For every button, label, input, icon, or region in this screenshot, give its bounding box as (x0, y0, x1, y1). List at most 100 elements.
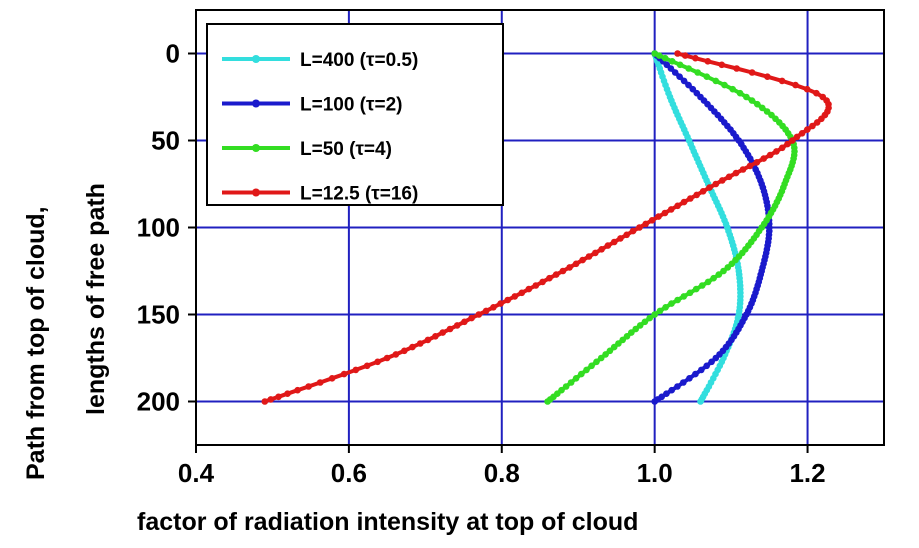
y-axis-title-line2: lengths of free path (82, 183, 110, 415)
data-point (759, 104, 766, 112)
data-point (792, 81, 799, 89)
data-point (651, 311, 658, 318)
data-point (363, 362, 371, 370)
data-point (764, 73, 771, 80)
data-point (704, 278, 712, 286)
data-point (680, 77, 688, 85)
series-4 (261, 50, 832, 405)
data-point (706, 184, 713, 191)
data-point (598, 246, 605, 253)
data-point (784, 140, 791, 148)
data-point (294, 386, 301, 394)
data-point (708, 358, 715, 366)
data-point (719, 177, 726, 184)
data-point (703, 73, 711, 80)
data-point (446, 325, 454, 333)
legend: L=400 (τ=0.5) L=100 (τ=2) L=50 (τ=4) L=12.5… (206, 23, 504, 206)
data-point (439, 329, 447, 336)
data-point (511, 293, 519, 300)
data-point (461, 318, 468, 326)
y-axis-title-line1: Path from top of cloud, (22, 206, 50, 480)
data-point (674, 383, 681, 390)
data-point (623, 231, 630, 239)
x-axis-title: factor of radiation intensity at top of … (137, 508, 638, 536)
data-point (567, 379, 575, 386)
x-tick-labels: 0.4 0.6 0.8 1.0 1.2 (178, 445, 826, 488)
data-point (674, 202, 681, 210)
data-point (668, 300, 675, 307)
data-point (604, 242, 612, 249)
data-point (651, 398, 658, 405)
data-point (284, 390, 291, 398)
data-point (617, 235, 624, 242)
data-point (497, 300, 504, 307)
data-point (710, 274, 717, 282)
data-point (676, 61, 684, 69)
data-point (712, 77, 720, 85)
data-point (504, 296, 512, 304)
x-tick-label: 1.2 (789, 458, 825, 488)
data-point (572, 260, 580, 268)
data-point (687, 195, 694, 202)
data-point (525, 285, 533, 293)
data-point (803, 85, 811, 93)
data-point (628, 329, 635, 336)
y-tick-labels: 0 50 100 150 200 (137, 39, 196, 417)
data-point (401, 347, 408, 355)
data-point (374, 358, 381, 366)
data-point (328, 375, 336, 382)
data-point (746, 162, 754, 170)
data-point (583, 366, 590, 374)
data-point (668, 386, 675, 394)
data-point (261, 398, 269, 405)
data-point (316, 379, 324, 386)
data-point (572, 375, 580, 382)
data-point (482, 307, 490, 315)
data-point (544, 398, 551, 405)
data-point (588, 362, 595, 370)
data-point (552, 271, 560, 278)
data-point (798, 130, 806, 137)
data-point (597, 354, 605, 362)
data-point (559, 267, 567, 275)
legend-label: L=50 (τ=4) (300, 139, 392, 160)
data-point (715, 271, 723, 278)
data-point (539, 278, 546, 286)
data-point (392, 351, 400, 358)
data-point (275, 393, 282, 401)
y-tick-label: 200 (137, 387, 180, 417)
data-point (305, 383, 312, 390)
data-point (693, 191, 700, 199)
x-tick-label: 0.4 (178, 458, 215, 488)
data-point (424, 336, 432, 344)
data-point (662, 304, 669, 311)
data-point (743, 93, 750, 101)
y-tick-label: 0 (166, 39, 180, 69)
data-point (383, 354, 391, 362)
x-tick-label: 1.0 (637, 458, 673, 488)
data-point (667, 206, 675, 213)
data-point (754, 100, 761, 108)
data-point (698, 366, 705, 374)
data-point (648, 217, 656, 224)
data-point (340, 370, 348, 378)
data-point (748, 69, 756, 76)
data-point (712, 354, 720, 362)
data-point (655, 213, 662, 220)
data-point (490, 304, 497, 311)
data-point (763, 108, 771, 115)
data-point (680, 293, 688, 300)
data-point (721, 81, 728, 89)
data-point (636, 224, 643, 231)
data-point (610, 343, 618, 351)
data-point (809, 122, 816, 130)
data-point (773, 148, 780, 155)
data-point (680, 379, 687, 386)
data-point (692, 370, 699, 378)
data-point (813, 119, 821, 126)
data-point (610, 238, 618, 246)
data-point (668, 58, 676, 65)
data-point (676, 73, 683, 80)
data-point (632, 325, 639, 333)
data-point (680, 198, 688, 206)
